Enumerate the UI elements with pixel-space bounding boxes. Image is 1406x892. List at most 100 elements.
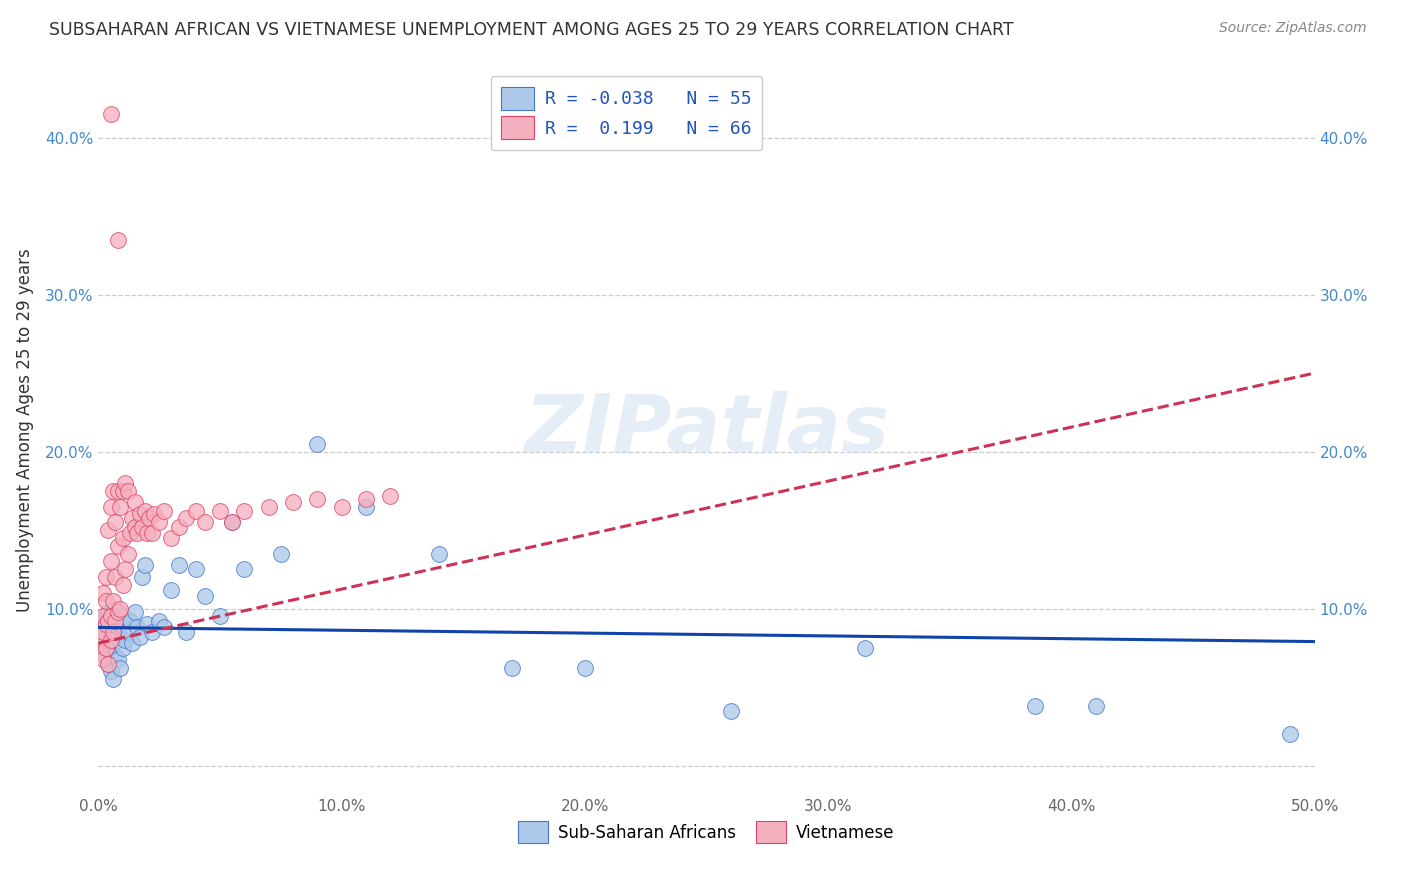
Point [97,657,120,671]
Point [118,526,141,541]
Point [134,504,156,518]
Point [153,504,176,518]
Point [104,620,127,634]
Point [110,617,132,632]
Point [91,617,114,632]
Point [94,625,117,640]
Point [117,483,139,498]
Point [94,609,117,624]
Point [100,554,122,568]
Point [97,620,120,634]
Point [110,500,132,514]
Point [91,640,114,655]
Point [131,570,153,584]
Point [101,601,124,615]
Point [111,531,134,545]
Point [97,523,120,537]
Point [104,648,127,663]
Point [330,500,353,514]
Point [100,500,122,514]
Point [134,558,156,572]
Point [128,630,150,644]
Point [117,625,139,640]
Point [101,625,124,640]
Point [90,617,112,632]
Point [138,510,160,524]
Point [148,515,170,529]
Point [184,504,207,518]
Point [114,632,136,647]
Point [91,625,114,640]
Point [501,661,523,675]
Point [167,558,190,572]
Point [110,661,132,675]
Point [1024,698,1046,713]
Point [110,601,132,615]
Point [574,661,596,675]
Point [1279,727,1302,741]
Point [380,489,402,503]
Point [124,520,146,534]
Point [221,515,243,529]
Point [174,625,197,640]
Point [94,640,117,655]
Point [121,510,143,524]
Point [114,562,136,576]
Point [148,614,170,628]
Point [111,609,134,624]
Text: SUBSAHARAN AFRICAN VS VIETNAMESE UNEMPLOYMENT AMONG AGES 25 TO 29 YEARS CORRELAT: SUBSAHARAN AFRICAN VS VIETNAMESE UNEMPLO… [49,21,1014,39]
Point [107,233,129,247]
Point [143,508,166,522]
Point [136,526,159,541]
Point [114,475,136,490]
Point [124,495,146,509]
Point [104,614,127,628]
Point [100,614,122,628]
Point [281,495,304,509]
Point [97,605,120,619]
Point [118,614,141,628]
Point [104,515,127,529]
Point [100,630,122,644]
Point [91,609,114,624]
Point [111,578,134,592]
Point [101,673,124,687]
Point [270,547,292,561]
Point [94,593,117,607]
Point [128,508,150,522]
Point [307,436,329,450]
Point [100,609,122,624]
Point [153,620,176,634]
Point [104,570,127,584]
Point [90,632,112,647]
Point [174,510,197,524]
Point [101,483,124,498]
Point [160,531,183,545]
Point [131,520,153,534]
Point [194,515,217,529]
Point [209,504,232,518]
Point [257,500,280,514]
Point [354,491,377,506]
Point [354,500,377,514]
Point [127,526,149,541]
Point [100,632,122,647]
Point [233,562,256,576]
Point [141,526,163,541]
Point [97,614,120,628]
Point [121,636,143,650]
Point [107,625,129,640]
Point [127,620,149,634]
Point [100,665,122,679]
Point [90,630,112,644]
Point [141,625,163,640]
Point [124,605,146,619]
Point [94,570,117,584]
Point [107,605,129,619]
Point [427,547,450,561]
Point [107,539,129,553]
Point [100,107,122,121]
Point [107,483,129,498]
Y-axis label: Unemployment Among Ages 25 to 29 years: Unemployment Among Ages 25 to 29 years [15,249,34,612]
Point [91,652,114,666]
